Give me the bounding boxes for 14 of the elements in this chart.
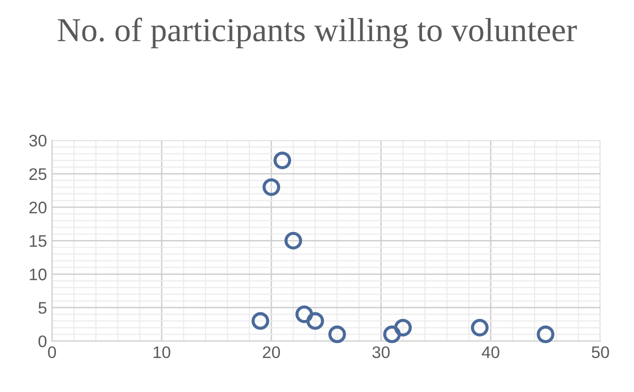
x-tick-label: 0 bbox=[48, 346, 56, 358]
x-tick-label: 30 bbox=[372, 346, 390, 358]
x-tick-label: 50 bbox=[592, 346, 610, 358]
chart-title: No. of participants willing to volunteer bbox=[58, 18, 577, 48]
x-tick-label: 10 bbox=[154, 346, 170, 358]
x-tick-label: 40 bbox=[482, 346, 500, 358]
y-tick-label: 25 bbox=[29, 168, 46, 180]
y-tick-label: 5 bbox=[38, 302, 46, 314]
y-tick-label: 20 bbox=[29, 202, 46, 214]
y-tick-label: 30 bbox=[29, 134, 46, 147]
x-tick-label: 20 bbox=[262, 346, 280, 358]
y-tick-label: 10 bbox=[30, 268, 46, 280]
y-tick-label: 0 bbox=[38, 335, 46, 348]
y-tick-label: 15 bbox=[30, 235, 46, 247]
